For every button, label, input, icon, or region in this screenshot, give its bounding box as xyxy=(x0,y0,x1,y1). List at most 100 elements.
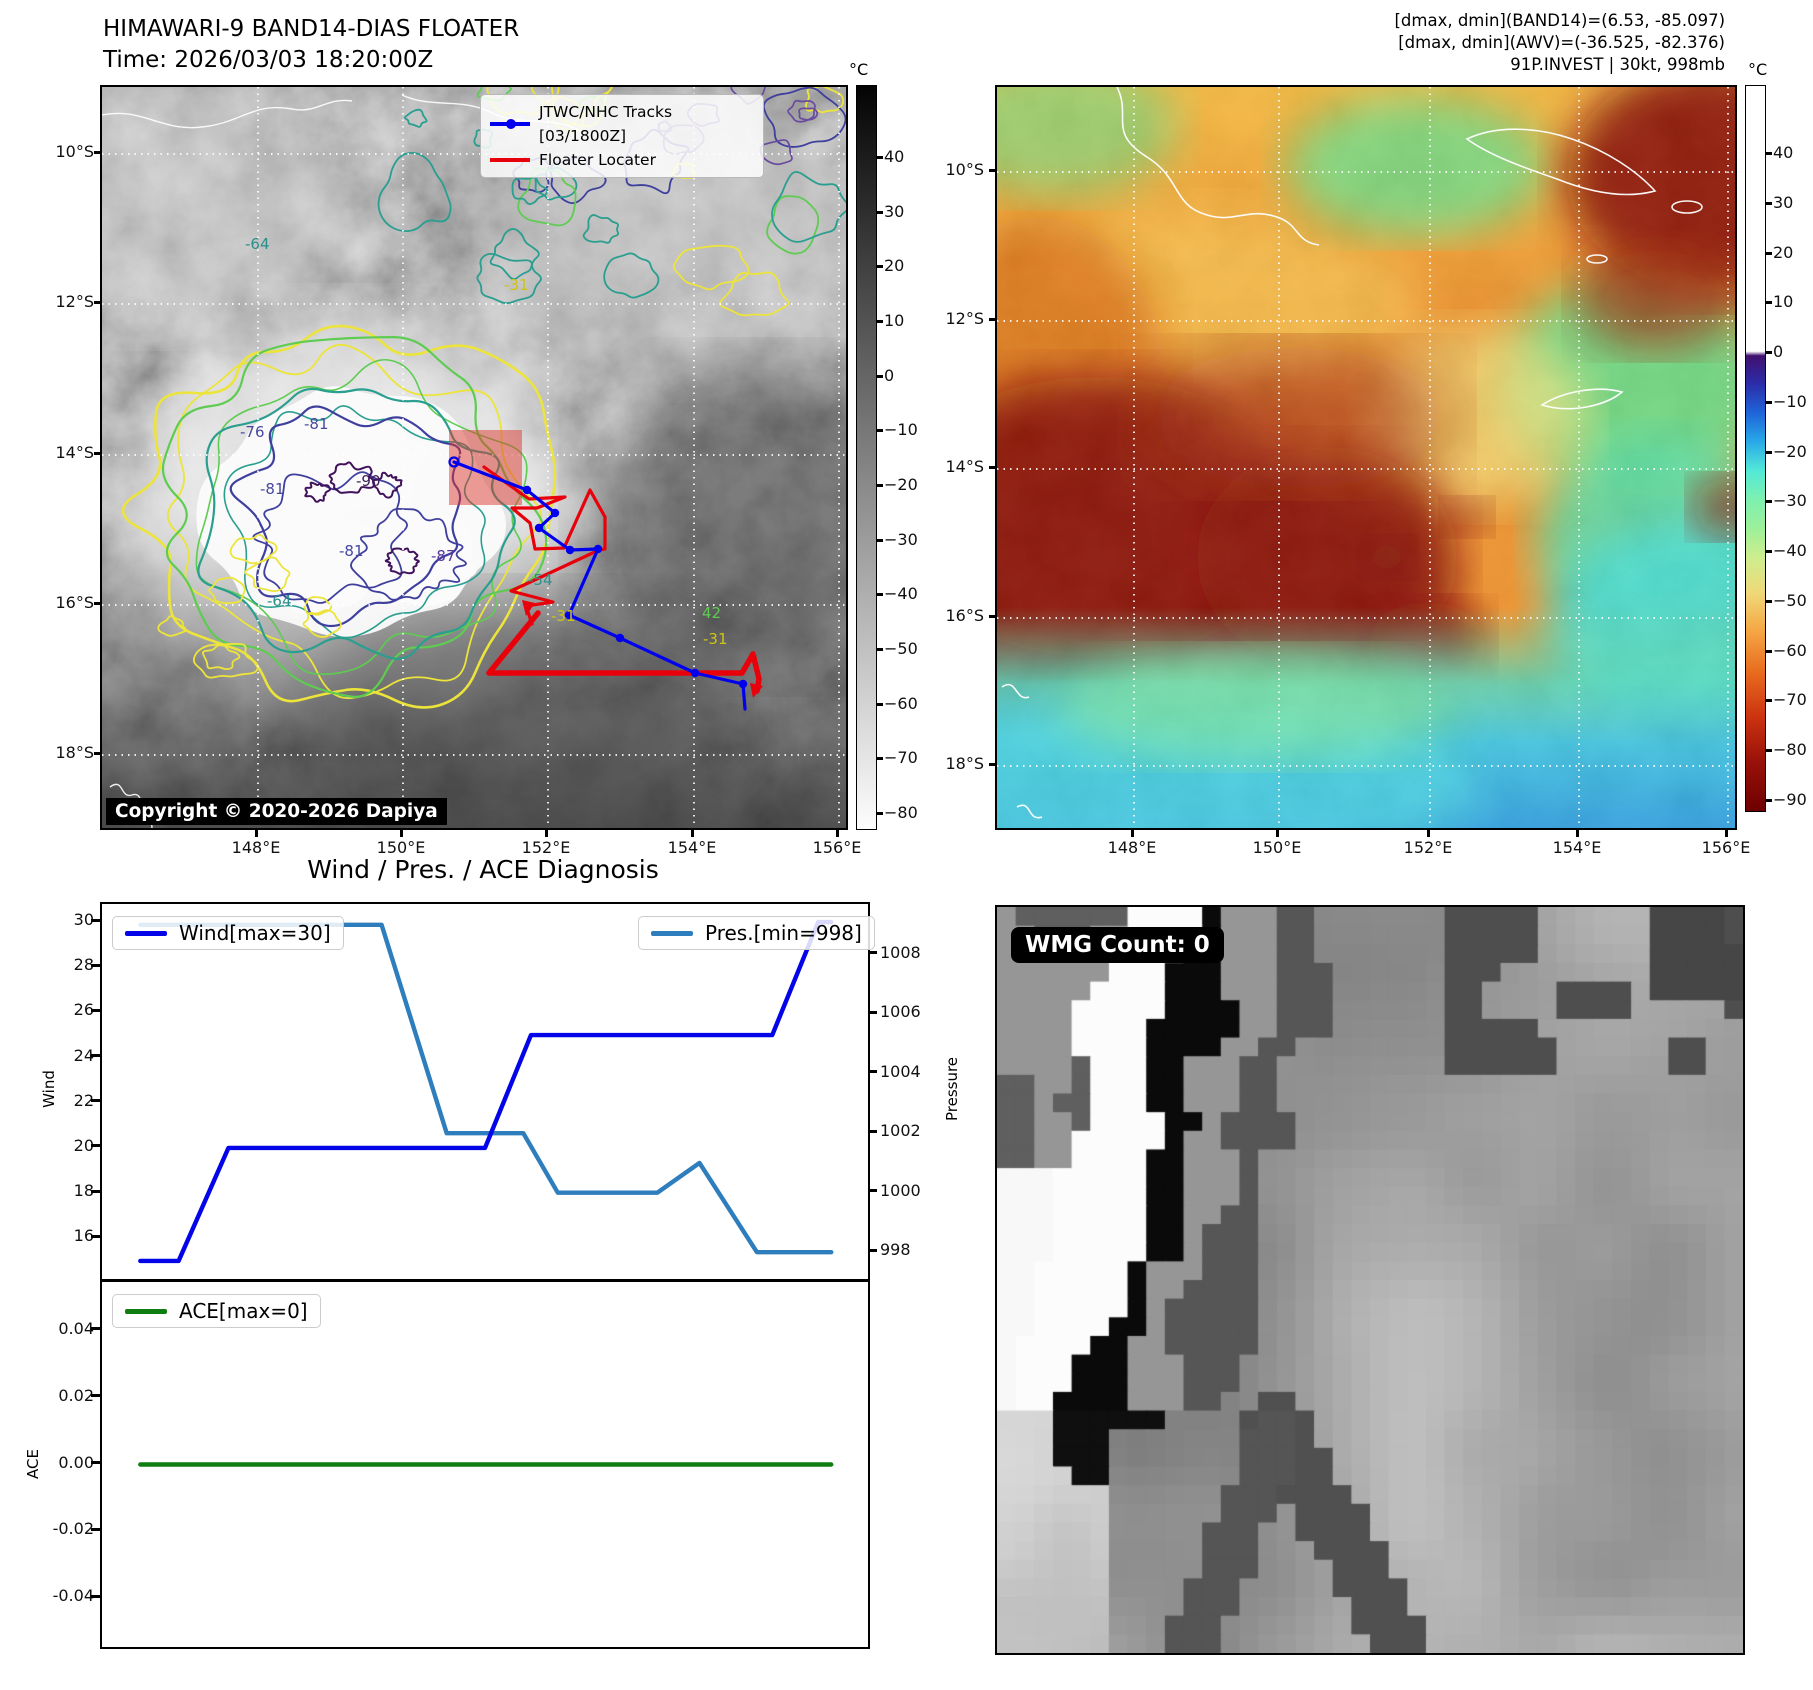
map-legend-floater-row: Floater Locater xyxy=(490,148,754,172)
pres-legend-label: Pres.[min=998] xyxy=(705,921,862,945)
figure-title: HIMAWARI-9 BAND14-DIAS FLOATER Time: 202… xyxy=(103,14,519,76)
jtwc-track-line-sample xyxy=(490,118,530,129)
tick-mark xyxy=(1766,749,1772,752)
tick-mark xyxy=(877,156,883,159)
ace-ytick: -0.02 xyxy=(52,1519,94,1539)
band14-lat-tick: 12°S xyxy=(55,292,94,311)
wind-legend-line xyxy=(125,930,167,936)
awv-colorbar-tick: −90 xyxy=(1773,790,1807,809)
wind-ytick: 18 xyxy=(73,1181,94,1201)
tick-mark xyxy=(91,1234,100,1238)
band14-lat-tick: 18°S xyxy=(55,743,94,762)
band14-colorbar-tick: 0 xyxy=(884,366,895,385)
awv-lon-tick: 154°E xyxy=(1552,838,1602,857)
info-awv-range: [dmax, dmin](AWV)=(-36.525, -82.376) xyxy=(1398,33,1725,52)
svg-text:-87: -87 xyxy=(431,547,456,565)
awv-lat-tick: 14°S xyxy=(945,457,984,476)
tick-mark xyxy=(877,703,883,706)
wind-ytick: 28 xyxy=(73,955,94,975)
awv-lon-tick: 148°E xyxy=(1107,838,1157,857)
tick-mark xyxy=(255,830,258,837)
awv-colorbar-tick: −20 xyxy=(1773,442,1807,461)
awv-colorbar-tick: 30 xyxy=(1773,193,1794,212)
wind-ytick: 26 xyxy=(73,1000,94,1020)
tick-mark xyxy=(1427,830,1430,837)
tick-mark xyxy=(989,763,996,766)
tick-mark xyxy=(91,1054,100,1058)
latlon-grid xyxy=(102,87,846,828)
awv-colorbar xyxy=(1745,85,1766,812)
tick-mark xyxy=(877,375,883,378)
tick-mark xyxy=(91,918,100,922)
band14-colorbar xyxy=(856,85,877,830)
svg-text:-31: -31 xyxy=(504,276,529,294)
tick-mark xyxy=(1766,550,1772,553)
awv-lon-tick: 150°E xyxy=(1252,838,1302,857)
tick-mark xyxy=(691,830,694,837)
tick-mark xyxy=(877,211,883,214)
ace-chart xyxy=(100,1280,870,1649)
jtwc-track-dot-sample xyxy=(506,118,516,129)
tick-mark xyxy=(400,830,403,837)
tick-mark xyxy=(1766,301,1772,304)
band14-colorbar-unit: °C xyxy=(849,60,869,79)
awv-colorbar-tick: −70 xyxy=(1773,690,1807,709)
wmg-image-panel: WMG Count: 0 xyxy=(995,905,1745,1655)
wind-ytick: 24 xyxy=(73,1045,94,1065)
svg-text:-81: -81 xyxy=(339,542,364,560)
tick-mark xyxy=(1766,351,1772,354)
tick-mark xyxy=(877,539,883,542)
tick-mark xyxy=(877,429,883,432)
awv-satellite-map xyxy=(995,85,1737,830)
tick-mark xyxy=(877,757,883,760)
svg-text:-31: -31 xyxy=(551,607,576,625)
tick-mark xyxy=(91,1527,100,1531)
ace-ytick: -0.04 xyxy=(52,1586,94,1606)
pressure-axis-label: Pressure xyxy=(943,1056,962,1122)
tick-mark xyxy=(91,1327,100,1331)
ace-legend-label: ACE[max=0] xyxy=(179,1299,308,1323)
tick-mark xyxy=(877,812,883,815)
wind-ytick: 22 xyxy=(73,1090,94,1110)
pressure-ytick: 1002 xyxy=(880,1121,921,1141)
tick-mark xyxy=(868,1070,877,1074)
svg-text:42: 42 xyxy=(702,604,721,622)
wind-ytick: 16 xyxy=(73,1226,94,1246)
tick-mark xyxy=(868,1189,877,1193)
awv-colorbar-tick: 40 xyxy=(1773,143,1794,162)
tick-mark xyxy=(91,1099,100,1103)
ace-legend: ACE[max=0] xyxy=(112,1294,321,1328)
tick-mark xyxy=(94,151,101,154)
band14-colorbar-tick: −40 xyxy=(884,584,918,603)
tick-mark xyxy=(1766,202,1772,205)
band14-satellite-map: -31 -64 -76 -81 -90 -81 -81 -87 -64 -54 -31 42 -31 J… xyxy=(100,85,848,830)
wind-legend: Wind[max=30] xyxy=(112,916,344,950)
svg-text:-64: -64 xyxy=(267,592,292,610)
figure-time-line: Time: 2026/03/03 18:20:00Z xyxy=(103,47,434,73)
tick-mark xyxy=(1766,451,1772,454)
wind-pressure-plot xyxy=(138,919,834,1264)
wind-ytick: 20 xyxy=(73,1135,94,1155)
dias-contours xyxy=(121,87,846,709)
tick-mark xyxy=(91,1461,100,1464)
band14-colorbar-tick: −10 xyxy=(884,420,918,439)
tick-mark xyxy=(877,593,883,596)
map-legend: JTWC/NHC Tracks [03/1800Z] Floater Locat… xyxy=(480,94,764,178)
tick-mark xyxy=(1766,152,1772,155)
ace-plot xyxy=(138,1462,834,1467)
awv-colorbar-tick: −80 xyxy=(1773,740,1807,759)
pressure-ytick: 998 xyxy=(880,1240,911,1260)
awv-lat-tick: 16°S xyxy=(945,606,984,625)
latlon-grid xyxy=(997,87,1735,828)
tick-mark xyxy=(989,169,996,172)
tick-mark xyxy=(1766,500,1772,503)
band14-colorbar-tick: −60 xyxy=(884,694,918,713)
band14-colorbar-tick: 20 xyxy=(884,256,905,275)
band14-map-canvas: -31 -64 -76 -81 -90 -81 -81 -87 -64 -54 -31 42 -31 xyxy=(102,87,846,828)
tick-mark xyxy=(91,1594,100,1598)
tick-mark xyxy=(91,1008,100,1012)
wind-legend-label: Wind[max=30] xyxy=(179,921,331,945)
awv-colorbar-tick: −50 xyxy=(1773,591,1807,610)
svg-text:-90: -90 xyxy=(356,472,381,490)
